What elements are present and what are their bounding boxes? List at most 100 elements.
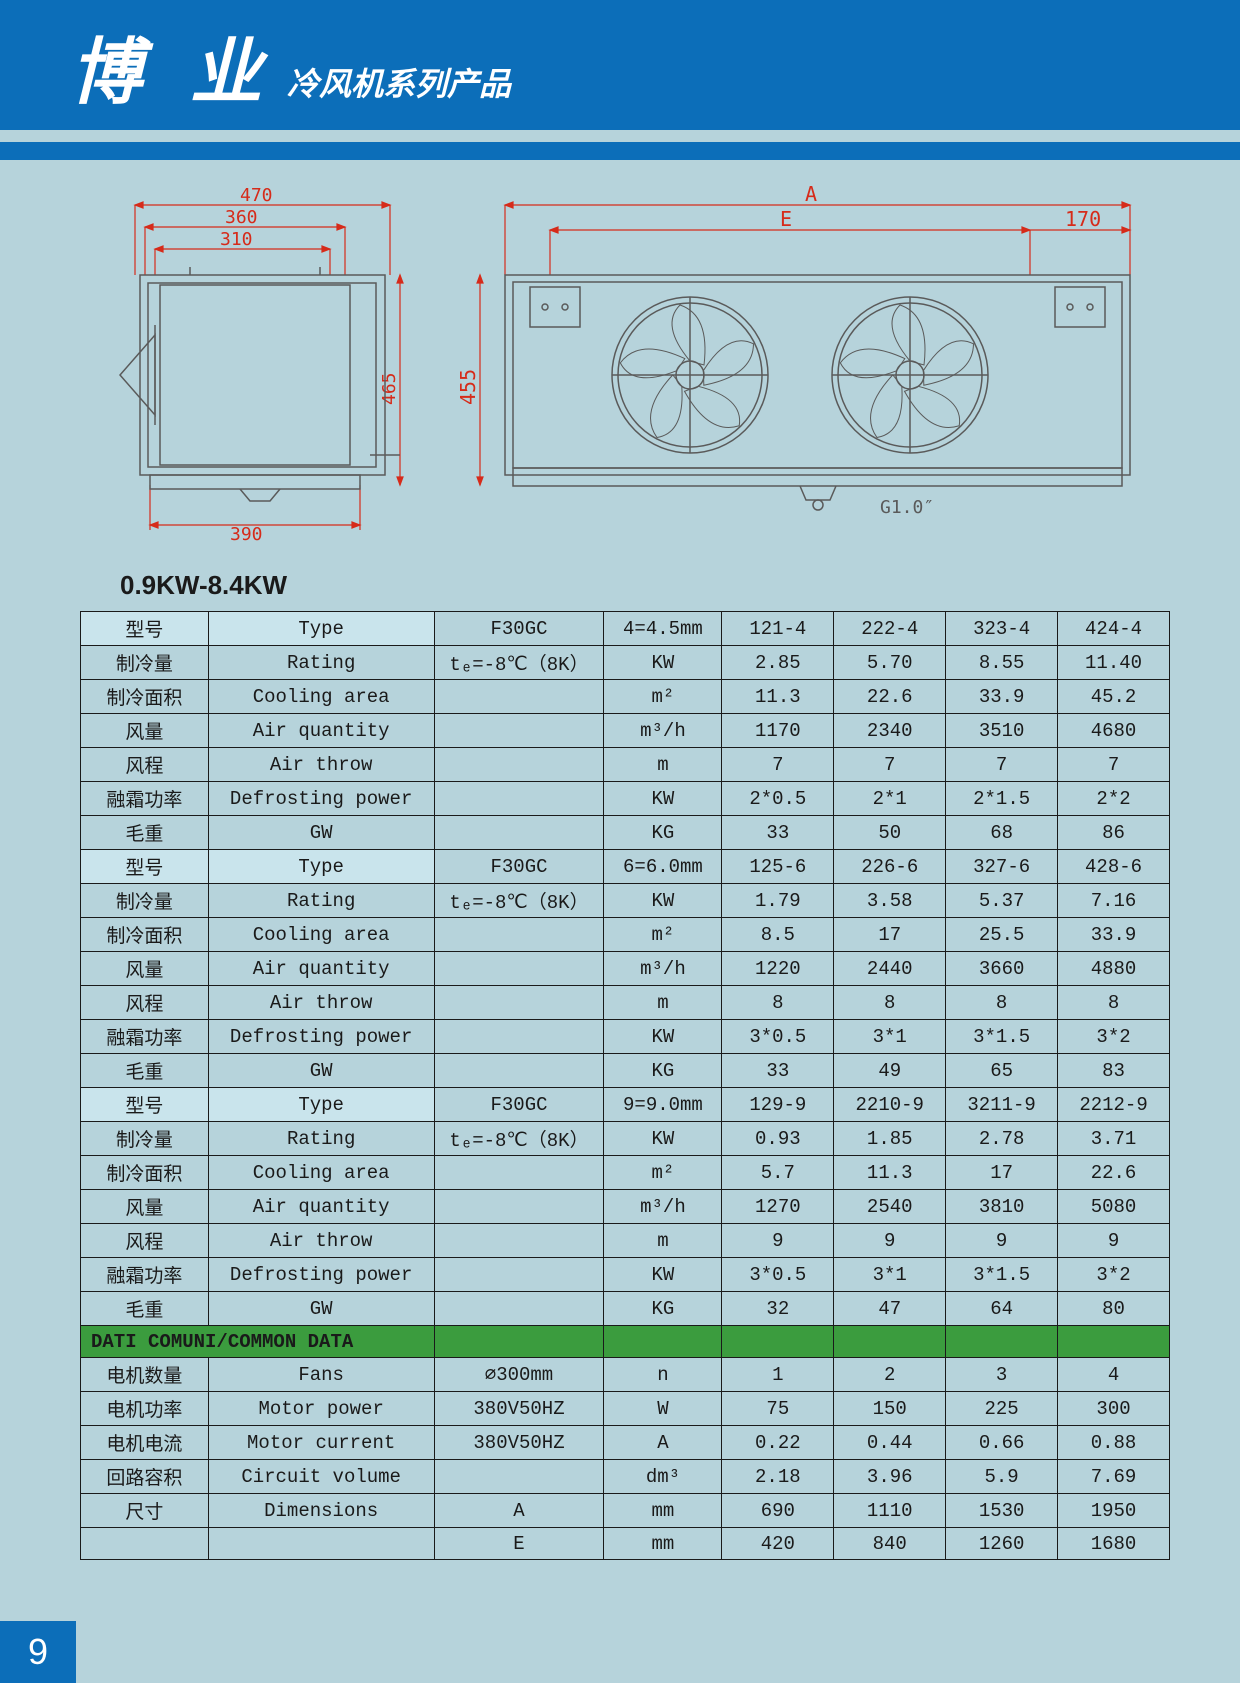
table-cell: 8 — [834, 986, 946, 1020]
table-cell — [834, 1326, 946, 1358]
table-cell — [434, 1460, 604, 1494]
table-cell: 2.18 — [722, 1460, 834, 1494]
table-cell: 2340 — [834, 714, 946, 748]
table-cell: Motor current — [208, 1426, 434, 1460]
table-cell: 融霜功率 — [81, 1258, 209, 1292]
table-cell: 65 — [946, 1054, 1058, 1088]
table-cell: 0.44 — [834, 1426, 946, 1460]
table-cell: 5080 — [1058, 1190, 1170, 1224]
table-cell: Type — [208, 1088, 434, 1122]
table-cell: 2212-9 — [1058, 1088, 1170, 1122]
table-cell: 22.6 — [1058, 1156, 1170, 1190]
table-cell: 327-6 — [946, 850, 1058, 884]
table-cell — [946, 1326, 1058, 1358]
table-cell: Air quantity — [208, 952, 434, 986]
table-cell: 7.69 — [1058, 1460, 1170, 1494]
table-cell: 4 — [1058, 1358, 1170, 1392]
table-cell: KG — [604, 1054, 722, 1088]
svg-text:A: A — [805, 185, 817, 206]
table-cell: GW — [208, 816, 434, 850]
table-cell: 1530 — [946, 1494, 1058, 1528]
table-cell: 制冷量 — [81, 1122, 209, 1156]
svg-text:170: 170 — [1065, 207, 1101, 231]
table-cell — [722, 1326, 834, 1358]
table-cell — [434, 1190, 604, 1224]
table-cell: 3*0.5 — [722, 1258, 834, 1292]
table-row: 制冷量Ratingtₑ=-8℃（8K）KW1.793.585.377.16 — [81, 884, 1170, 918]
table-row: 制冷面积Cooling aream²8.51725.533.9 — [81, 918, 1170, 952]
table-cell: 300 — [1058, 1392, 1170, 1426]
table-cell: 11.3 — [834, 1156, 946, 1190]
table-cell: 制冷面积 — [81, 918, 209, 952]
table-cell: m² — [604, 918, 722, 952]
table-cell: mm — [604, 1494, 722, 1528]
table-cell — [434, 1326, 604, 1358]
table-row: 融霜功率Defrosting powerKW3*0.53*13*1.53*2 — [81, 1020, 1170, 1054]
table-title: 0.9KW-8.4KW — [120, 570, 1180, 601]
table-cell: 1680 — [1058, 1528, 1170, 1560]
table-cell: 86 — [1058, 816, 1170, 850]
table-cell: tₑ=-8℃（8K） — [434, 1122, 604, 1156]
table-cell: F30GC — [434, 612, 604, 646]
table-cell — [434, 748, 604, 782]
table-cell: Defrosting power — [208, 1258, 434, 1292]
table-cell: 风量 — [81, 952, 209, 986]
table-cell: 690 — [722, 1494, 834, 1528]
table-cell — [434, 952, 604, 986]
table-cell: KW — [604, 1020, 722, 1054]
table-cell: 3510 — [946, 714, 1058, 748]
table-cell: n — [604, 1358, 722, 1392]
table-cell: KW — [604, 884, 722, 918]
table-cell: 0.22 — [722, 1426, 834, 1460]
table-cell: 2*1 — [834, 782, 946, 816]
table-cell: 1950 — [1058, 1494, 1170, 1528]
table-cell: Air quantity — [208, 714, 434, 748]
table-cell: m — [604, 748, 722, 782]
svg-text:470: 470 — [240, 185, 273, 206]
svg-text:455: 455 — [456, 369, 480, 405]
svg-text:390: 390 — [230, 524, 263, 545]
table-cell — [434, 1156, 604, 1190]
table-cell: 80 — [1058, 1292, 1170, 1326]
table-cell: 型号 — [81, 850, 209, 884]
table-cell: 风程 — [81, 1224, 209, 1258]
table-cell: 17 — [834, 918, 946, 952]
table-cell: 电机电流 — [81, 1426, 209, 1460]
table-cell: 424-4 — [1058, 612, 1170, 646]
brand-logo: 博 业 — [70, 13, 277, 118]
table-cell: tₑ=-8℃（8K） — [434, 884, 604, 918]
table-cell: 1220 — [722, 952, 834, 986]
table-cell: 32 — [722, 1292, 834, 1326]
table-cell: 129-9 — [722, 1088, 834, 1122]
svg-text:E: E — [780, 207, 792, 231]
table-cell: 1.79 — [722, 884, 834, 918]
table-cell: 9 — [722, 1224, 834, 1258]
table-cell — [434, 714, 604, 748]
table-row: 尺寸DimensionsAmm690111015301950 — [81, 1494, 1170, 1528]
table-cell: 1270 — [722, 1190, 834, 1224]
table-cell: Type — [208, 612, 434, 646]
diagram-front-view: A E 170 455 — [450, 185, 1170, 545]
table-row: 风程Air throwm8888 — [81, 986, 1170, 1020]
table-cell — [434, 680, 604, 714]
table-cell: 3 — [946, 1358, 1058, 1392]
table-cell: 1170 — [722, 714, 834, 748]
table-cell: 7 — [946, 748, 1058, 782]
table-cell: KG — [604, 816, 722, 850]
table-cell: F30GC — [434, 850, 604, 884]
table-cell: 回路容积 — [81, 1460, 209, 1494]
table-cell: 11.3 — [722, 680, 834, 714]
table-cell: 323-4 — [946, 612, 1058, 646]
table-cell: 制冷面积 — [81, 1156, 209, 1190]
table-cell: 226-6 — [834, 850, 946, 884]
table-cell: 33.9 — [946, 680, 1058, 714]
table-cell: 3.71 — [1058, 1122, 1170, 1156]
table-cell: 4680 — [1058, 714, 1170, 748]
table-cell: 428-6 — [1058, 850, 1170, 884]
table-cell — [81, 1528, 209, 1560]
page-number: 9 — [0, 1621, 76, 1683]
table-cell: m — [604, 986, 722, 1020]
table-cell — [434, 986, 604, 1020]
table-cell: 222-4 — [834, 612, 946, 646]
table-cell: m² — [604, 1156, 722, 1190]
